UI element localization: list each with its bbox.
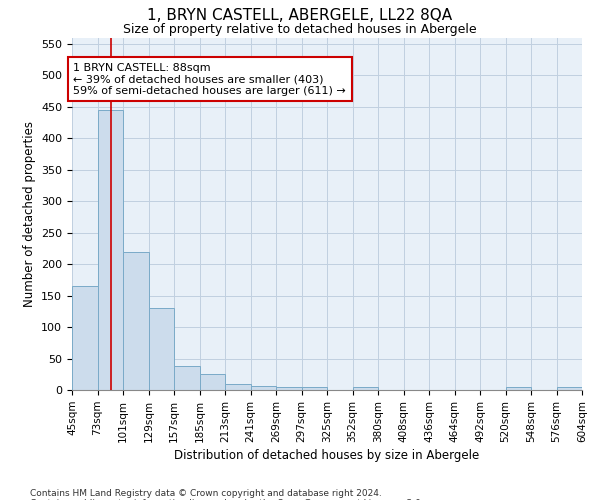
Bar [302, 388, 327, 390]
Bar [174, 366, 199, 390]
Bar [199, 374, 225, 390]
Bar [225, 384, 251, 390]
Y-axis label: Number of detached properties: Number of detached properties [23, 120, 35, 306]
Bar [505, 387, 531, 390]
Text: Contains public sector information licensed under the Open Government Licence v3: Contains public sector information licen… [30, 498, 424, 500]
Text: Size of property relative to detached houses in Abergele: Size of property relative to detached ho… [123, 22, 477, 36]
Bar [149, 308, 174, 390]
Bar [72, 286, 97, 390]
Bar [123, 252, 149, 390]
Bar [557, 387, 582, 390]
Bar [353, 387, 378, 390]
X-axis label: Distribution of detached houses by size in Abergele: Distribution of detached houses by size … [175, 449, 479, 462]
Text: 1 BRYN CASTELL: 88sqm
← 39% of detached houses are smaller (403)
59% of semi-det: 1 BRYN CASTELL: 88sqm ← 39% of detached … [73, 62, 346, 96]
Text: Contains HM Land Registry data © Crown copyright and database right 2024.: Contains HM Land Registry data © Crown c… [30, 488, 382, 498]
Bar [276, 387, 302, 390]
Text: 1, BRYN CASTELL, ABERGELE, LL22 8QA: 1, BRYN CASTELL, ABERGELE, LL22 8QA [148, 8, 452, 22]
Bar [251, 386, 276, 390]
Bar [97, 110, 123, 390]
